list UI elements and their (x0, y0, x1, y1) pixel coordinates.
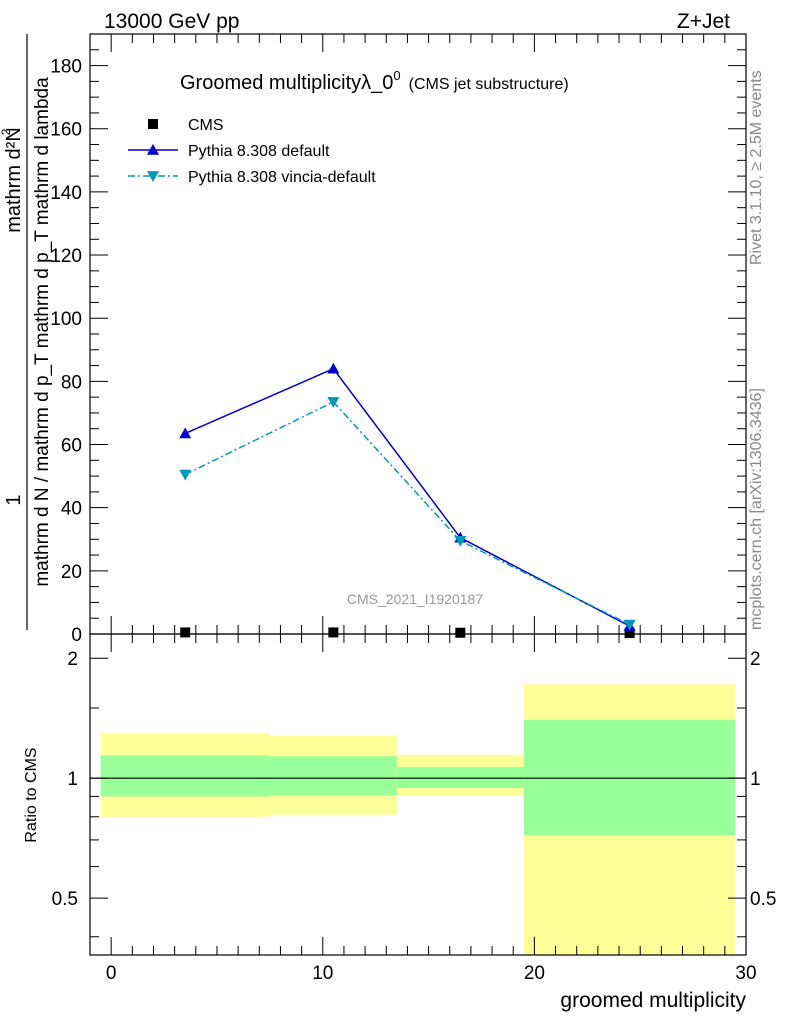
legend-marker-pythia-vincia (147, 171, 159, 182)
legend-marker-pythia-default (147, 144, 159, 155)
ratio-band-inner (100, 755, 270, 797)
watermark: CMS_2021_I1920187 (347, 591, 483, 607)
series-line-pythia-vincia (184, 400, 630, 626)
ratio-xtick-label: 10 (312, 963, 333, 984)
data-point-pythia-vincia (327, 397, 340, 408)
main-ylabel-lead: 1 (3, 494, 25, 505)
main-title-sub: (CMS jet substructure) (409, 76, 569, 93)
ratio-band-inner (523, 719, 736, 836)
main-ytick-label: 0 (71, 625, 82, 646)
mcplots-label: mcplots.cern.ch [arXiv:1306.3436] (748, 388, 765, 630)
main-ytick-label: 20 (61, 562, 82, 583)
header-right: Z+Jet (677, 10, 730, 33)
series-line-pythia-default (184, 367, 630, 627)
legend-label-pythia-default: Pythia 8.308 default (188, 143, 330, 160)
main-ytick-label: 60 (61, 436, 82, 457)
main-title: Groomed multiplicityλ_00 (CMS jet substru… (180, 68, 569, 94)
ratio-xtick-label: 20 (524, 963, 545, 984)
header-left: 13000 GeV pp (104, 10, 239, 33)
main-ytick-label: 140 (50, 183, 82, 204)
ratio-plot-frame (89, 633, 747, 956)
main-ylabel: 1 mathrm d²N 2 mathrm d N / mathrm d p_T… (0, 34, 53, 630)
data-point-pythia-default (327, 362, 340, 374)
main-ytick-label: 160 (50, 120, 82, 141)
ratio-xtick-label: 0 (106, 963, 117, 984)
data-point-cms (328, 627, 339, 638)
ratio-ytick-label-right: 2 (750, 649, 761, 670)
ratio-ytick-label-left: 1 (67, 769, 78, 790)
ratio-xtick-label: 30 (735, 963, 756, 984)
legend: CMS Pythia 8.308 default Pythia 8.308 vinc… (128, 117, 376, 186)
data-point-pythia-default (179, 427, 192, 439)
ratio-ytick-label-right: 0.5 (750, 889, 776, 910)
main-ytick-label: 180 (50, 57, 82, 78)
ratio-band-inner (269, 756, 397, 796)
main-ylabel-numerator: mathrm d²N (3, 127, 25, 233)
data-point-pythia-vincia (454, 536, 467, 547)
legend-label-pythia-vincia: Pythia 8.308 vincia-default (188, 169, 376, 186)
main-ylabel-numerator-sup: 2 (0, 128, 13, 135)
data-point-pythia-vincia (623, 619, 636, 631)
legend-marker-cms (148, 119, 158, 129)
main-title-sup: 0 (393, 68, 400, 83)
rivet-label: Rivet 3.1.10, ≥ 2.5M events (748, 70, 765, 265)
main-ytick-label: 40 (61, 499, 82, 520)
data-point-cms (624, 628, 635, 639)
ratio-ytick-label-left: 2 (67, 649, 78, 670)
main-title-text: Groomed multiplicityλ_0 (180, 72, 393, 94)
main-ytick-label: 100 (50, 309, 82, 330)
legend-label-cms: CMS (188, 117, 224, 134)
main-ylabel-denominator: mathrm d N / mathrm d p_T mathrm d p_T m… (32, 77, 53, 587)
ratio-xlabel: groomed multiplicity (560, 989, 746, 1012)
data-point-pythia-vincia (179, 469, 192, 481)
ratio-ylabel: Ratio to CMS (23, 747, 40, 842)
main-ytick-label: 80 (61, 372, 82, 393)
data-point-cms (180, 627, 191, 638)
ratio-ytick-label-left: 0.5 (52, 889, 78, 910)
ratio-ytick-label-right: 1 (750, 769, 761, 790)
data-point-cms (455, 627, 466, 638)
main-ytick-label: 120 (50, 246, 82, 267)
